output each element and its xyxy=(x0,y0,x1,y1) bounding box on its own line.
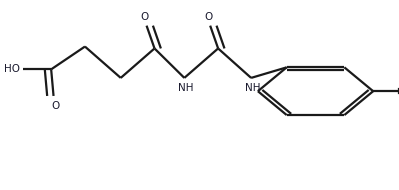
Text: O: O xyxy=(204,12,212,22)
Text: O: O xyxy=(51,101,60,111)
Text: NH: NH xyxy=(178,83,194,93)
Text: NH: NH xyxy=(245,83,261,93)
Text: HO: HO xyxy=(4,64,20,74)
Text: O: O xyxy=(140,12,149,22)
